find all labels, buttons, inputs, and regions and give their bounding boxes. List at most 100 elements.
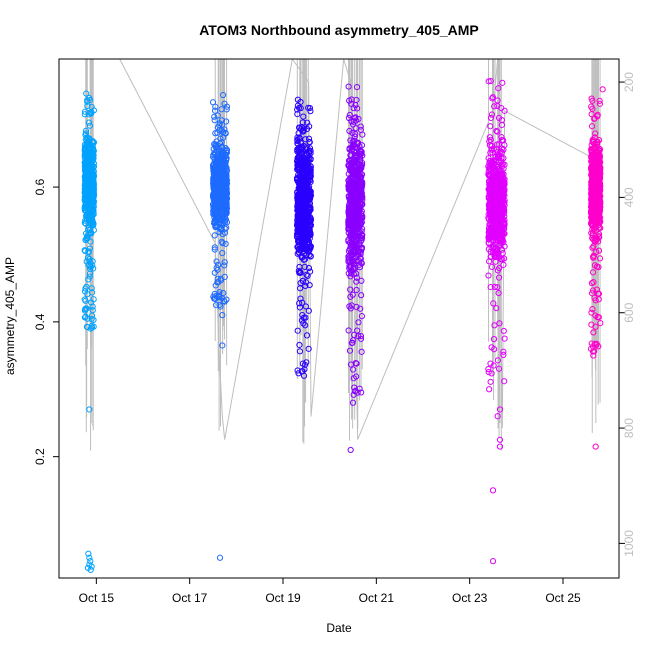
data-point (358, 228, 365, 235)
data-point (209, 99, 217, 106)
data-point (487, 231, 494, 239)
data-point (591, 340, 598, 348)
data-point (595, 180, 602, 187)
data-point (358, 200, 366, 208)
data-point (346, 252, 353, 259)
outlier-point (496, 436, 504, 443)
data-point (495, 365, 503, 372)
data-point (82, 247, 89, 255)
data-point (86, 181, 93, 189)
data-point (300, 247, 307, 255)
data-point (302, 179, 309, 186)
data-point (348, 302, 355, 309)
data-point (594, 155, 601, 162)
data-point (487, 189, 494, 196)
outlier-point (300, 372, 308, 379)
data-point (490, 233, 497, 240)
data-point (348, 270, 355, 277)
data-point (294, 220, 301, 227)
data-point (353, 105, 361, 112)
x-tick-label: Oct 21 (359, 591, 395, 605)
data-point (219, 249, 226, 257)
data-point (352, 125, 359, 132)
data-point (211, 113, 218, 120)
data-point (346, 127, 353, 135)
outlier-point (489, 558, 497, 565)
data-point (490, 237, 497, 244)
y-axis: 0.2 0.4 0.6 (33, 178, 60, 465)
y2-tick-label: 400 (622, 187, 636, 207)
data-point (297, 105, 304, 112)
data-point (486, 386, 493, 393)
data-point (82, 305, 89, 312)
data-point (589, 244, 596, 251)
data-point (296, 160, 303, 167)
data-point (297, 191, 304, 199)
data-point (487, 248, 494, 255)
plot-clip-group (81, 59, 606, 574)
data-point (485, 368, 492, 376)
outlier-point (303, 359, 310, 366)
data-point (82, 207, 89, 214)
data-point (588, 280, 596, 287)
data-point (84, 233, 91, 240)
data-point (221, 259, 228, 266)
data-point (487, 77, 494, 85)
data-point (594, 152, 602, 159)
data-point (494, 174, 501, 181)
data-point (351, 204, 358, 211)
data-point (489, 158, 496, 165)
data-point (359, 131, 366, 138)
outlier-point (221, 298, 228, 305)
data-point (596, 255, 604, 262)
data-point (346, 239, 354, 246)
data-point (590, 236, 597, 243)
data-point (500, 261, 507, 268)
data-point (353, 373, 360, 380)
data-point (499, 79, 506, 86)
data-point (488, 370, 495, 377)
data-point (353, 286, 360, 294)
data-point (355, 139, 362, 146)
data-point (212, 130, 219, 137)
outlier-point (86, 554, 93, 561)
data-point (211, 295, 218, 302)
x-tick-label: Oct 25 (545, 591, 581, 605)
data-point (597, 170, 604, 177)
data-point (488, 263, 496, 270)
data-point (491, 230, 498, 237)
data-point (210, 182, 218, 189)
data-point (487, 198, 494, 205)
data-point (351, 186, 359, 193)
data-point (490, 362, 497, 369)
data-point (496, 219, 503, 226)
data-point (86, 270, 94, 277)
data-point (352, 247, 360, 254)
data-point (221, 262, 228, 269)
data-point (307, 231, 314, 239)
data-point (487, 114, 495, 122)
data-point (346, 97, 353, 104)
outlier-point (347, 446, 354, 454)
data-point (86, 273, 93, 280)
data-point (589, 145, 597, 152)
data-point (307, 253, 314, 260)
data-point (305, 104, 312, 111)
data-point (296, 192, 304, 199)
data-point (596, 186, 603, 193)
x-axis: Oct 15 Oct 17 Oct 19 Oct 21 Oct 23 Oct 25 (79, 577, 581, 605)
data-point (596, 165, 603, 173)
data-point (300, 113, 307, 120)
data-point (304, 169, 311, 176)
data-point (590, 200, 597, 207)
data-point (489, 149, 496, 156)
data-point (494, 197, 502, 204)
outlier-point (599, 86, 606, 93)
data-point (302, 322, 309, 329)
data-point (218, 238, 225, 245)
data-point (500, 224, 507, 231)
data-point (84, 324, 91, 331)
data-point (304, 208, 311, 215)
data-point (345, 162, 352, 169)
